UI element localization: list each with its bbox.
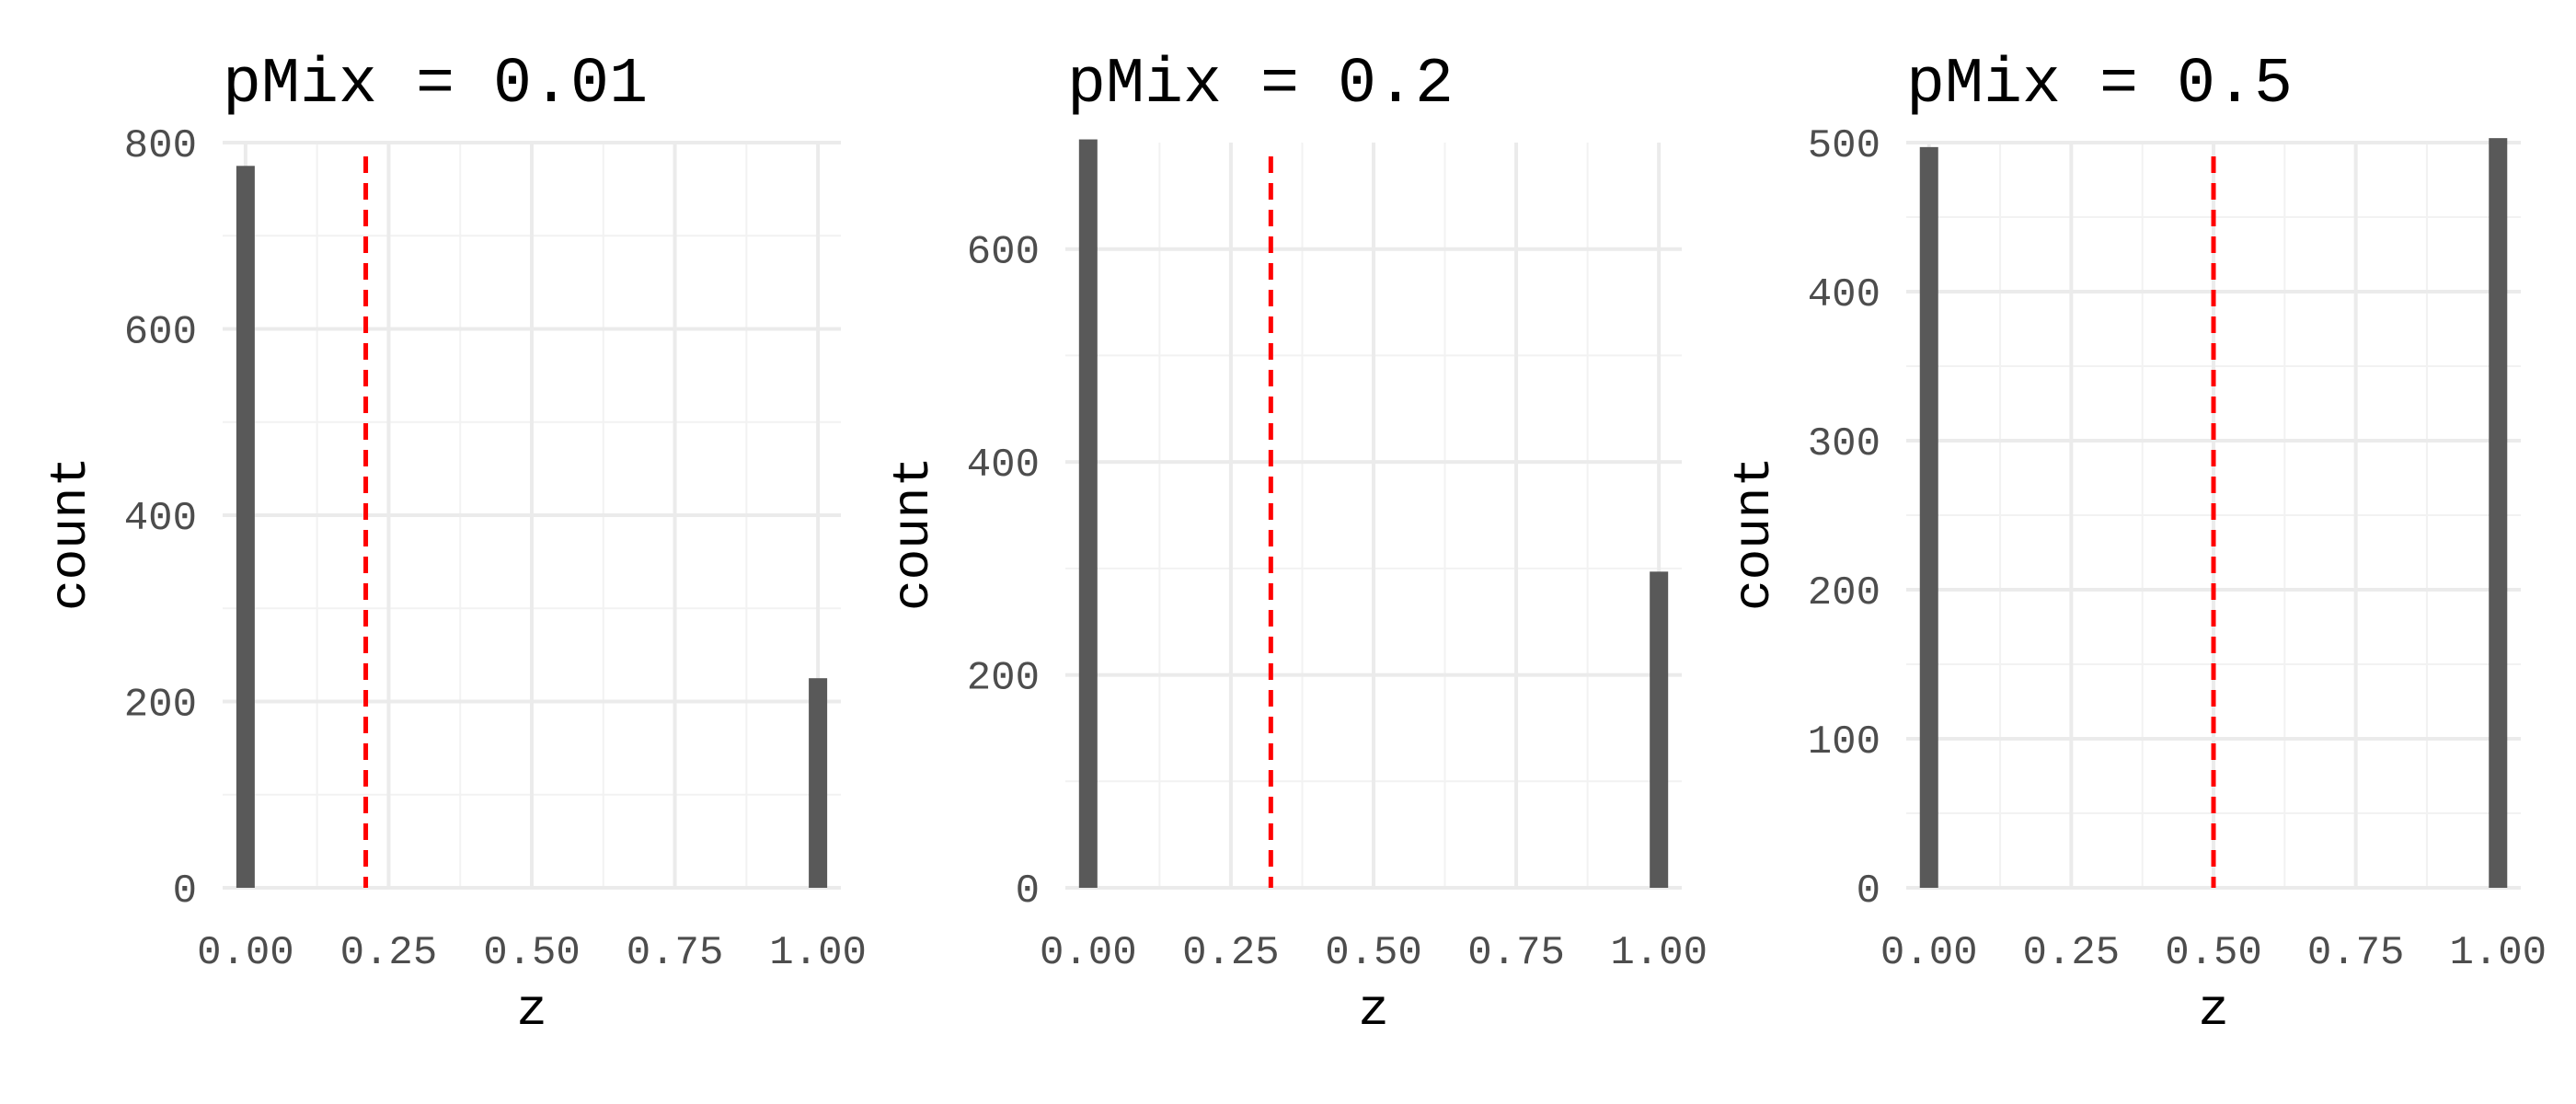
x-tick-label: 0.50: [483, 930, 581, 976]
y-tick-label: 600: [124, 310, 197, 356]
panel-title: pMix = 0.01: [223, 49, 648, 121]
y-tick-label: 400: [1808, 272, 1880, 318]
y-tick-label: 400: [124, 496, 197, 542]
x-tick-label: 0.25: [2023, 930, 2121, 976]
histogram-bar-2: [809, 678, 828, 888]
panel-title: pMix = 0.2: [1067, 49, 1454, 121]
y-tick-label: 400: [967, 443, 1040, 489]
y-axis-title: count: [41, 456, 100, 611]
x-axis-title: z: [516, 981, 547, 1040]
panel-3: 0 100 200 300 400 500 0.00 0.25 0.50 0.75 1.00 z cou…: [1725, 49, 2547, 1040]
y-tick-label: 0: [1857, 868, 1880, 914]
histogram-bar-1: [1919, 146, 1938, 889]
x-tick-label: 0.00: [1040, 930, 1137, 976]
histogram-bar-1: [236, 166, 255, 888]
x-axis-title: z: [1358, 981, 1389, 1040]
panel-title: pMix = 0.5: [1906, 49, 2293, 121]
y-tick-label: 200: [1808, 570, 1880, 616]
y-tick-label: 200: [124, 683, 197, 729]
y-axis-title: count: [1725, 456, 1784, 611]
x-tick-label: 0.25: [1182, 930, 1280, 976]
panel-1: 0 200 400 600 800 0.00 0.25 0.50 0.75 1.00 z count p…: [41, 49, 867, 1040]
y-tick-label: 0: [173, 868, 197, 914]
histogram-bar-1: [1078, 139, 1098, 888]
x-axis-title: z: [2198, 981, 2229, 1040]
panel-2: 0 200 400 600 0.00 0.25 0.50 0.75 1.00 z count pMix…: [884, 49, 1708, 1040]
y-tick-label: 100: [1808, 719, 1880, 765]
x-tick-label: 0.50: [2165, 930, 2262, 976]
x-tick-label: 0.75: [2307, 930, 2405, 976]
y-tick-label: 0: [1016, 868, 1040, 914]
y-tick-label: 200: [967, 656, 1040, 702]
histogram-bar-2: [2489, 138, 2508, 888]
x-tick-label: 0.50: [1325, 930, 1422, 976]
x-tick-label: 1.00: [2449, 930, 2547, 976]
y-axis-title: count: [884, 456, 943, 611]
x-tick-label: 1.00: [1610, 930, 1708, 976]
x-tick-label: 0.75: [1467, 930, 1565, 976]
x-tick-label: 0.00: [197, 930, 294, 976]
y-tick-label: 800: [124, 123, 197, 169]
y-tick-label: 500: [1808, 123, 1880, 169]
histogram-bar-2: [1650, 571, 1669, 888]
x-tick-label: 0.75: [627, 930, 724, 976]
x-tick-label: 0.25: [340, 930, 438, 976]
x-tick-label: 1.00: [769, 930, 867, 976]
x-tick-label: 0.00: [1880, 930, 1978, 976]
y-tick-label: 300: [1808, 421, 1880, 467]
y-tick-label: 600: [967, 230, 1040, 276]
